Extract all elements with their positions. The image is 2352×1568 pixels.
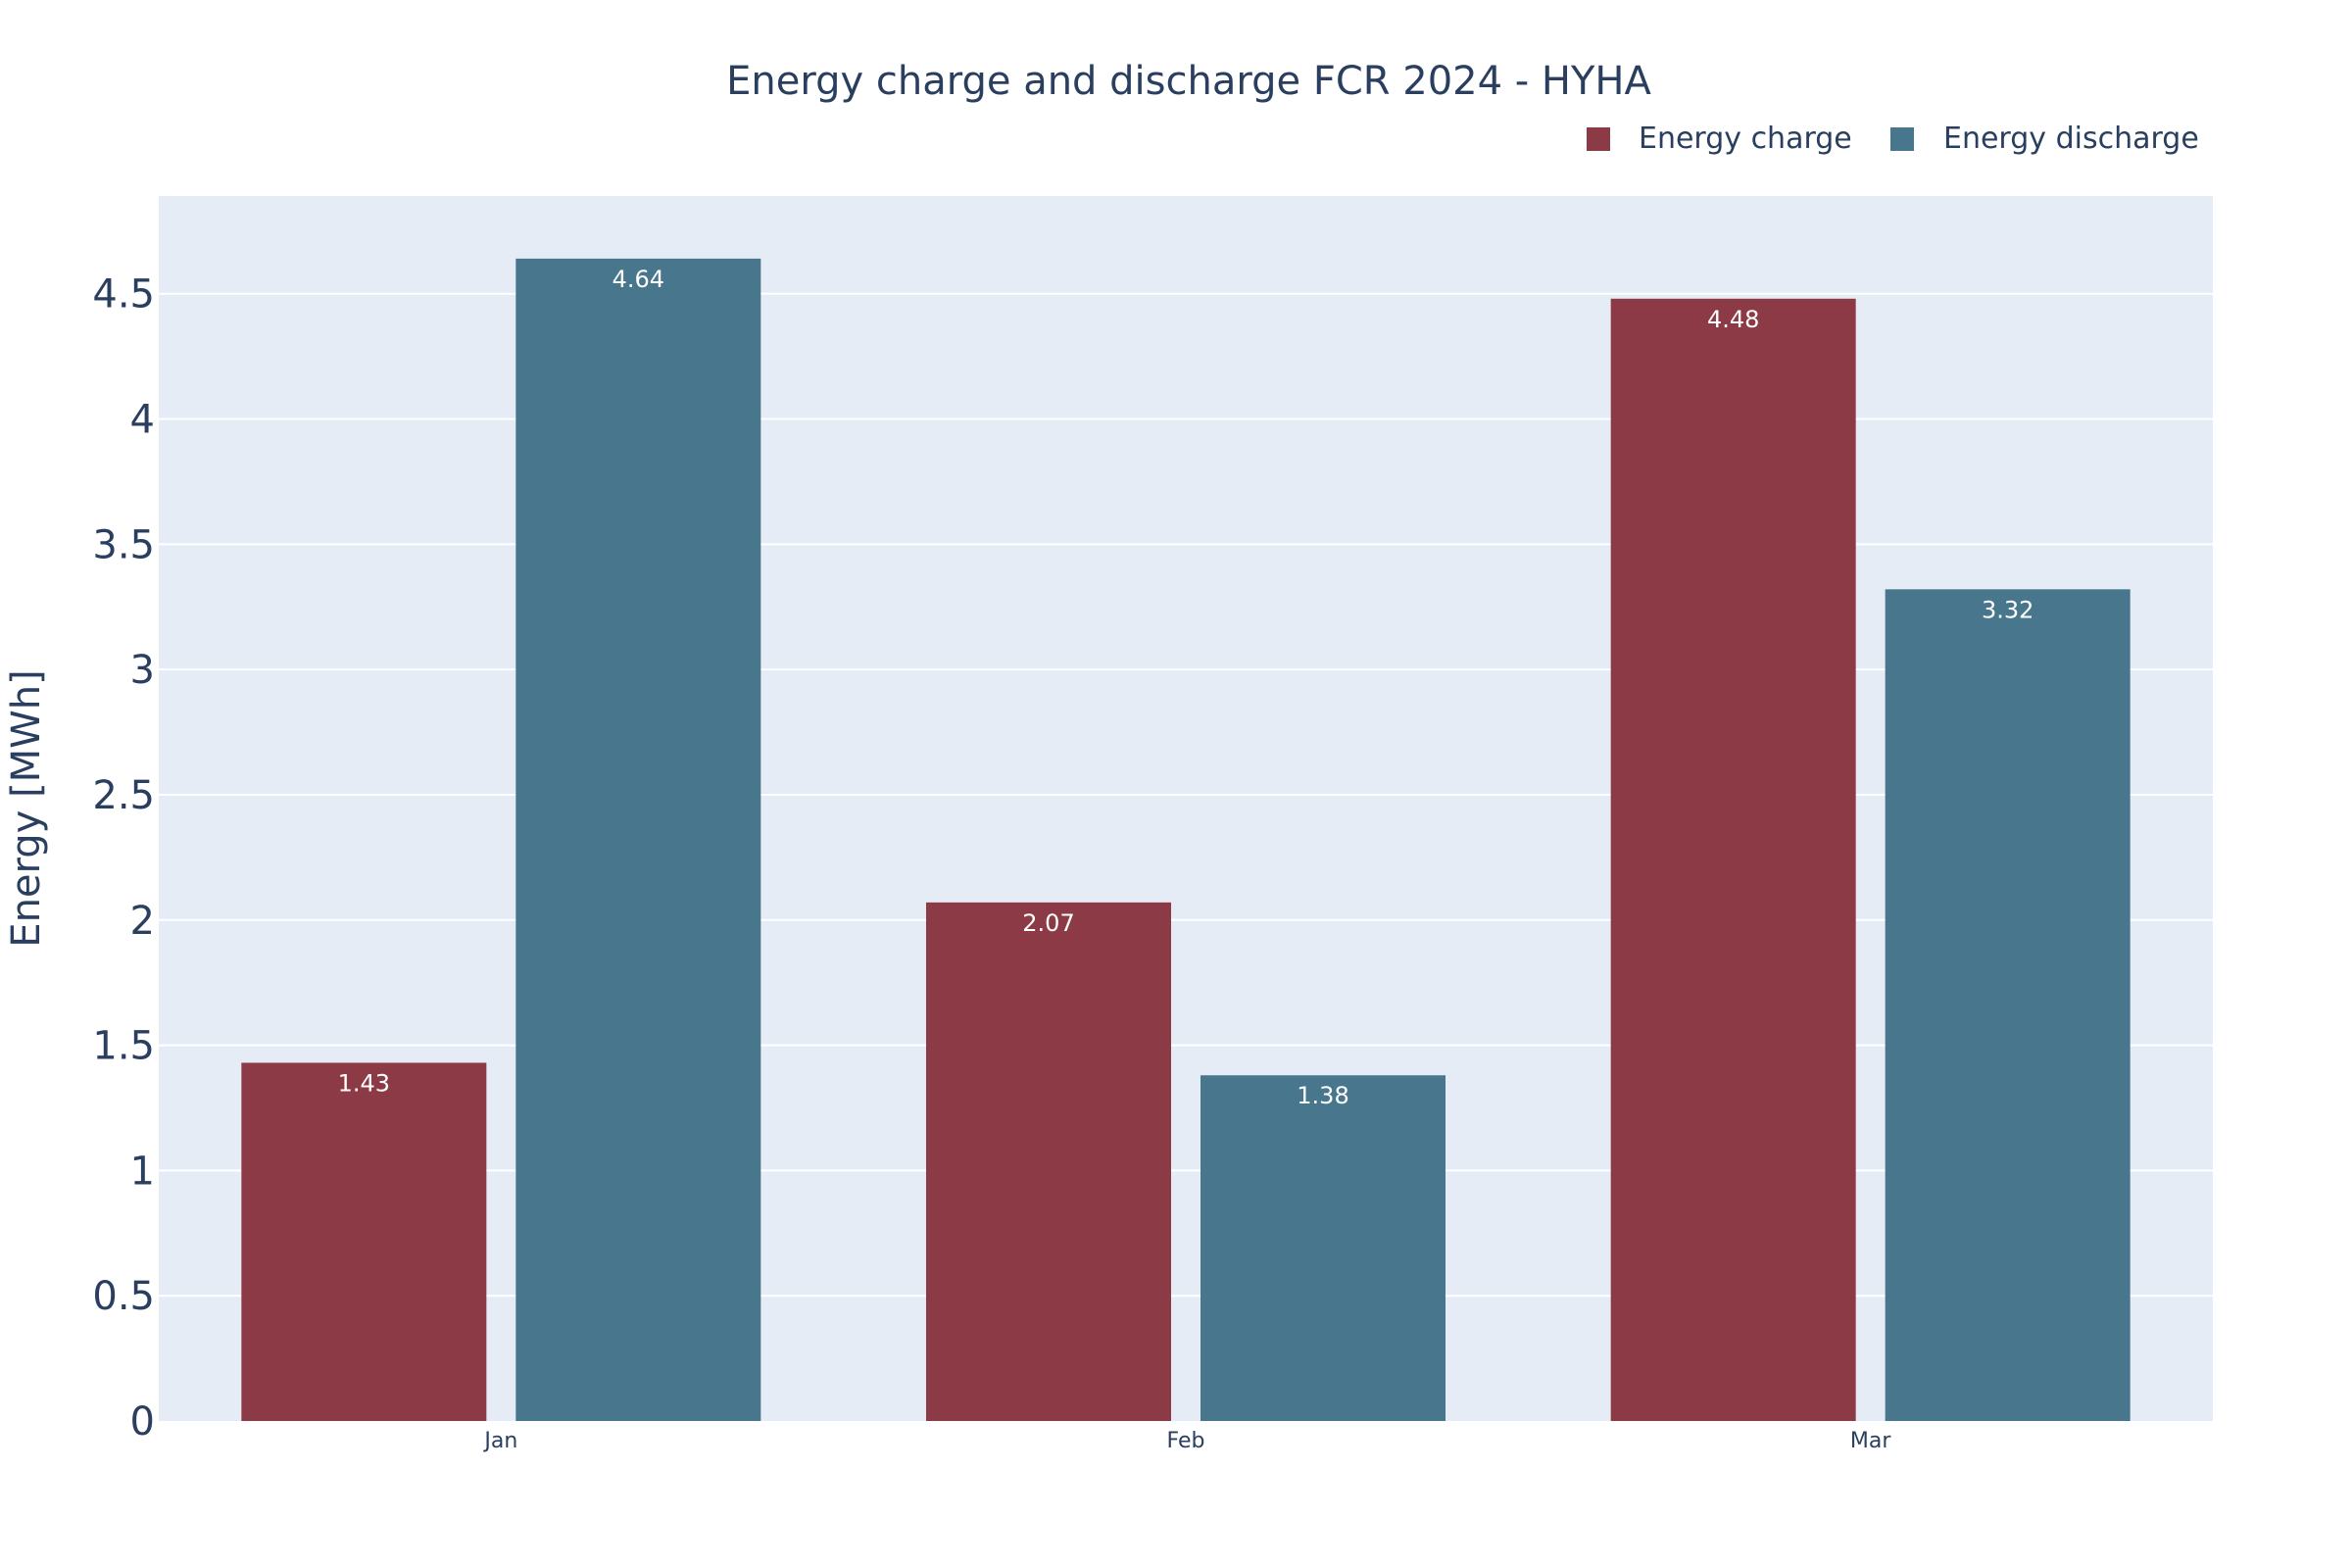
legend-label-energy-discharge: Energy discharge — [1943, 122, 2199, 156]
y-tick-label: 1 — [130, 1149, 155, 1194]
bar-energy-discharge-mar — [1885, 589, 2131, 1421]
y-tick-label: 1.5 — [92, 1024, 155, 1069]
plot-area — [159, 196, 2213, 1421]
y-tick-label: 0 — [130, 1399, 155, 1445]
y-tick-label: 3.5 — [92, 522, 155, 567]
bar-value-labels: 1.43 4.64 2.07 1.38 4.48 3.32 — [338, 266, 2034, 1109]
data-label-energy-discharge-feb: 1.38 — [1297, 1082, 1348, 1109]
x-tick-label: Jan — [482, 1429, 517, 1453]
bar-energy-charge-jan — [241, 1062, 487, 1421]
data-label-energy-charge-jan: 1.43 — [338, 1069, 390, 1097]
y-axis-title: Energy [MWh] — [4, 669, 49, 947]
legend-swatch-energy-discharge — [1890, 127, 1914, 151]
y-axis-ticks: 0 0.5 1 1.5 2 2.5 3 3.5 4 4.5 — [92, 272, 155, 1445]
data-label-energy-charge-feb: 2.07 — [1022, 909, 1074, 937]
bar-energy-discharge-jan — [515, 258, 761, 1421]
y-tick-label: 2 — [130, 899, 155, 944]
data-label-energy-discharge-jan: 4.64 — [612, 266, 664, 293]
legend-label-energy-charge: Energy charge — [1639, 122, 1852, 156]
data-label-energy-charge-mar: 4.48 — [1707, 306, 1759, 333]
bar-energy-charge-feb — [926, 902, 1171, 1421]
chart-title: Energy charge and discharge FCR 2024 - H… — [726, 59, 1651, 104]
x-axis-ticks: Jan Feb Mar — [482, 1429, 1891, 1453]
bar-energy-discharge-feb — [1200, 1075, 1446, 1421]
x-tick-label: Feb — [1167, 1429, 1205, 1453]
y-tick-label: 3 — [130, 648, 155, 693]
y-tick-label: 0.5 — [92, 1274, 155, 1319]
legend: Energy charge Energy discharge — [1587, 122, 2199, 156]
bar-energy-charge-mar — [1610, 298, 1856, 1422]
gridlines — [159, 292, 2213, 1298]
bars — [241, 258, 2131, 1422]
y-tick-label: 4.5 — [92, 272, 155, 318]
data-label-energy-discharge-mar: 3.32 — [1982, 596, 2034, 623]
legend-swatch-energy-charge — [1587, 127, 1610, 151]
y-tick-label: 4 — [130, 398, 155, 443]
y-tick-label: 2.5 — [92, 773, 155, 818]
x-tick-label: Mar — [1850, 1429, 1891, 1453]
